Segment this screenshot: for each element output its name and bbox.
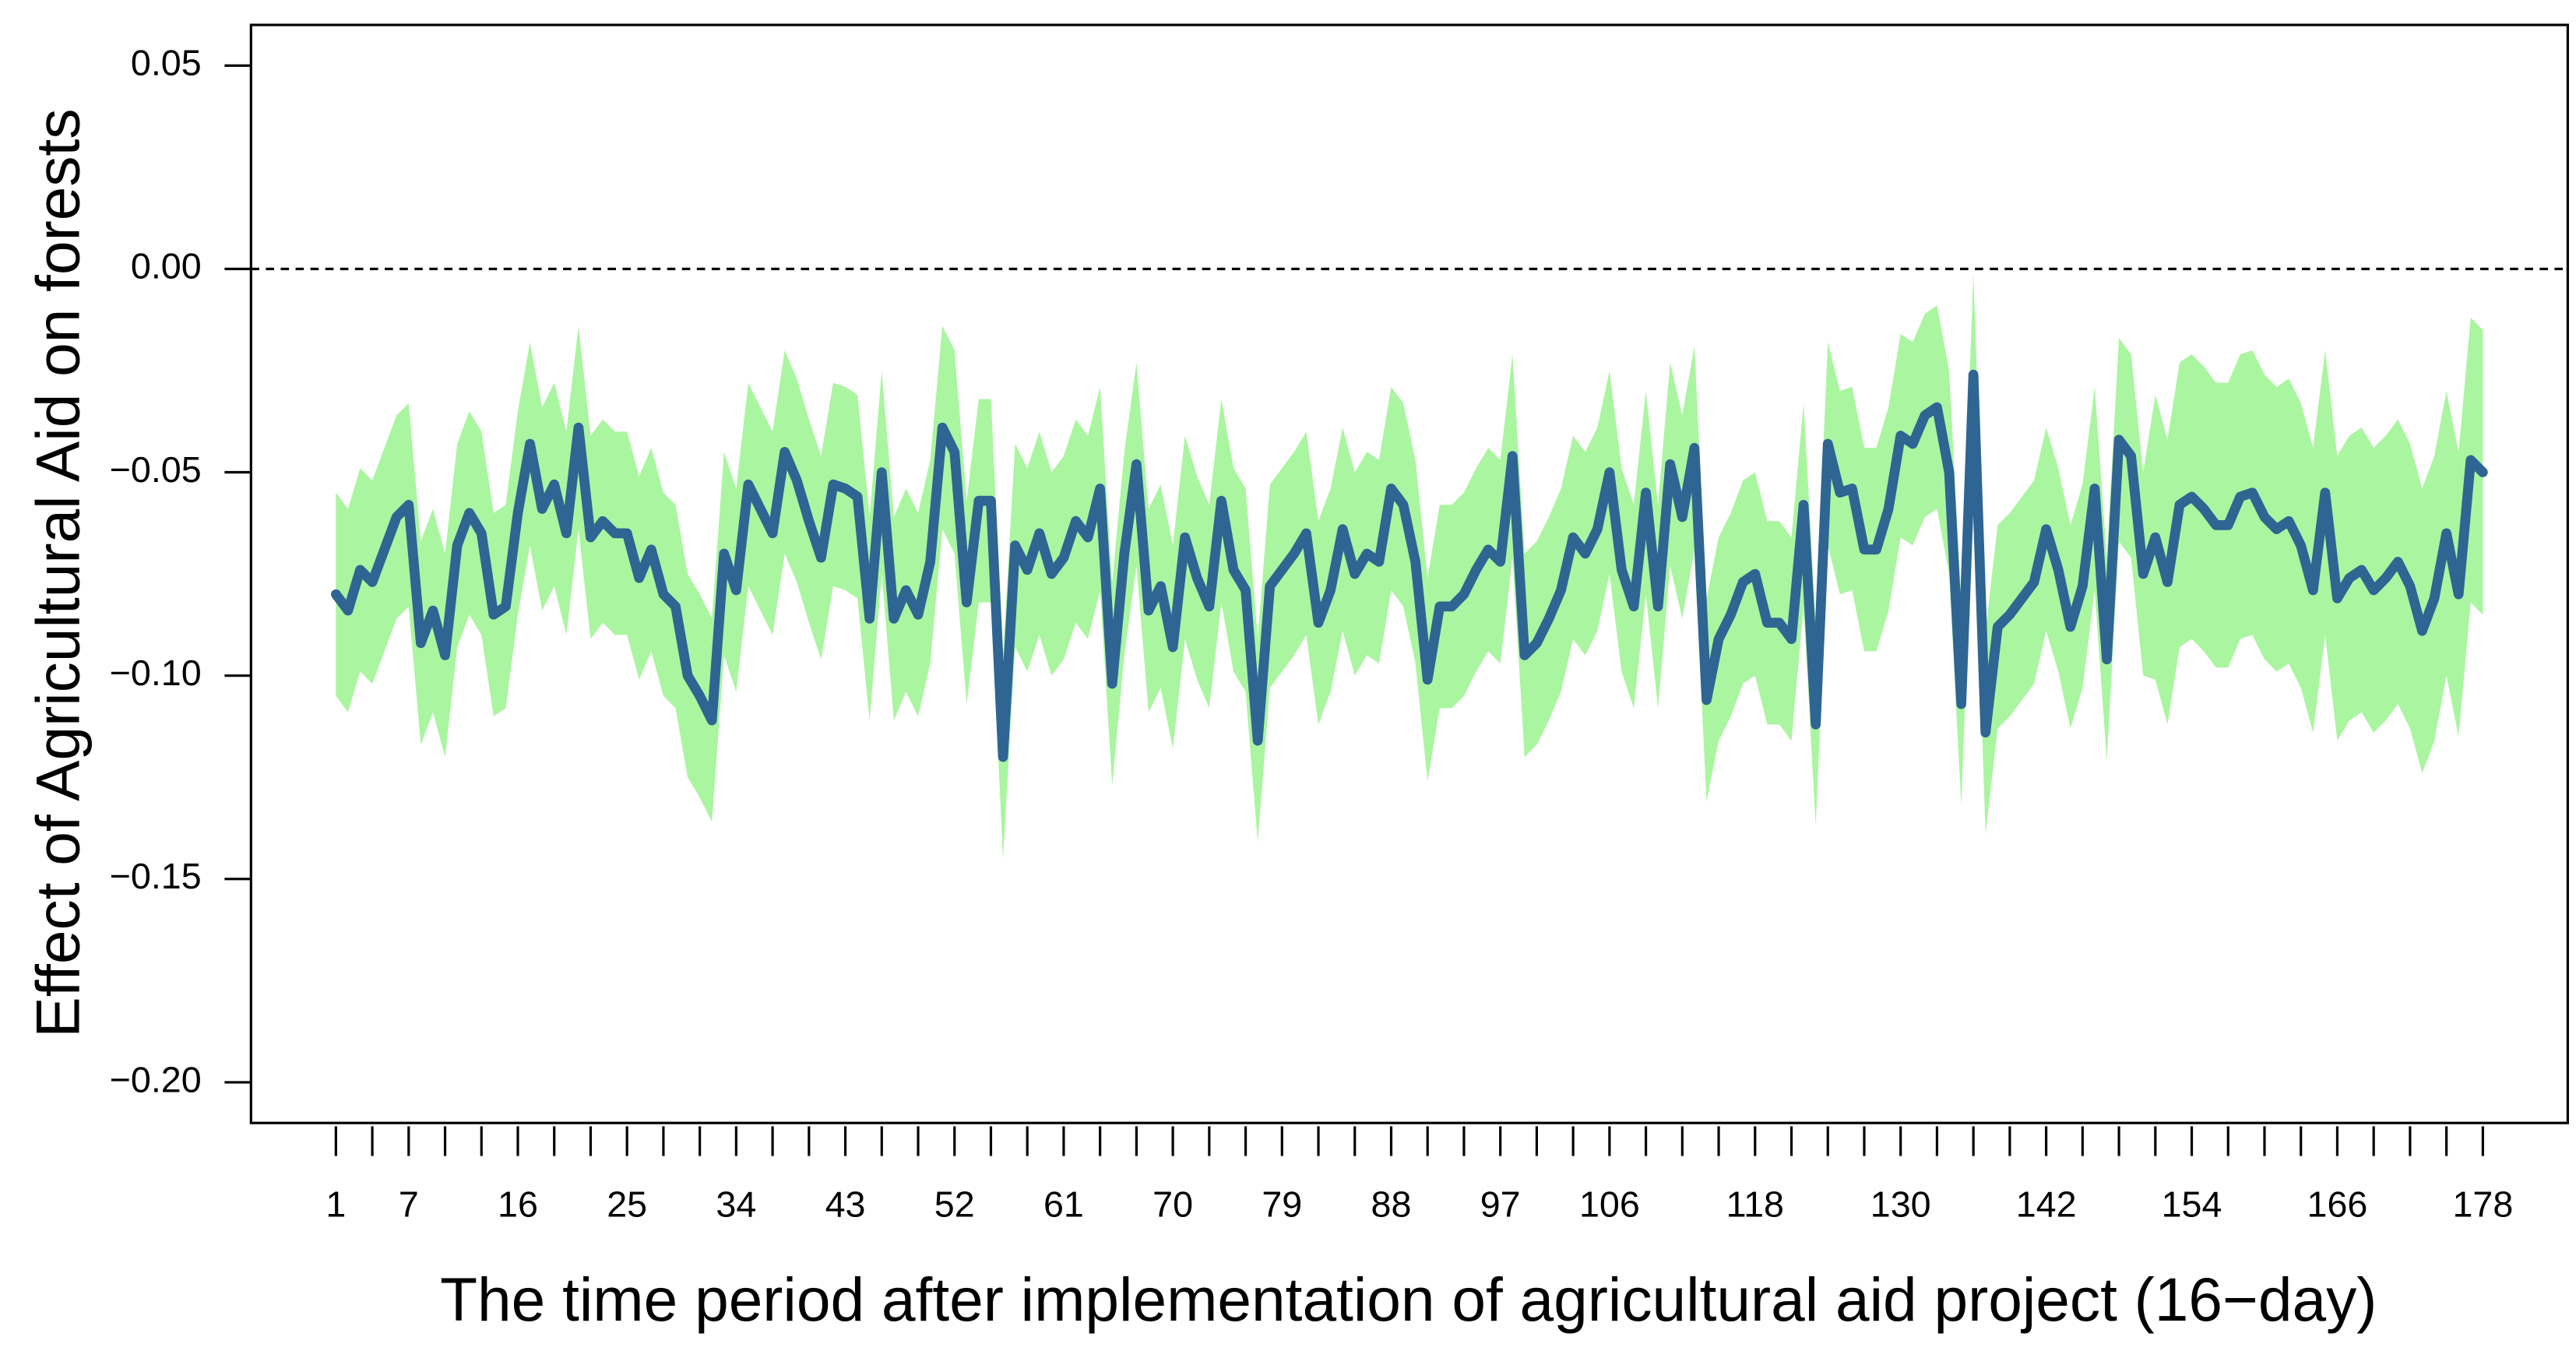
y-tick-label: −0.15 — [110, 856, 202, 896]
x-tick-label: 97 — [1480, 1184, 1521, 1225]
x-tick-label: 34 — [716, 1184, 756, 1225]
y-tick-label: −0.20 — [110, 1059, 202, 1099]
x-tick-label: 7 — [399, 1184, 419, 1225]
x-tick-label: 1 — [326, 1184, 346, 1225]
x-tick-label: 16 — [498, 1184, 538, 1225]
x-tick-label: 154 — [2162, 1184, 2222, 1225]
y-tick-label: −0.10 — [110, 653, 202, 693]
y-tick-label: 0.00 — [131, 246, 202, 287]
y-tick-label: −0.05 — [110, 449, 202, 490]
x-tick-label: 70 — [1153, 1184, 1193, 1225]
confidence-band — [336, 273, 2483, 859]
x-tick-label: 88 — [1371, 1184, 1412, 1225]
x-tick-label: 130 — [1870, 1184, 1931, 1225]
x-axis-title: The time period after implementation of … — [440, 1265, 2377, 1334]
x-tick-label: 79 — [1262, 1184, 1302, 1225]
x-tick-label: 106 — [1579, 1184, 1640, 1225]
x-tick-label: 25 — [607, 1184, 647, 1225]
y-axis-title: Effect of Agricultural Aid on forests — [23, 108, 92, 1037]
x-tick-label: 52 — [934, 1184, 975, 1225]
plot-frame — [249, 23, 2569, 1124]
x-tick-label: 142 — [2016, 1184, 2077, 1225]
x-tick-label: 61 — [1043, 1184, 1084, 1225]
x-tick-label: 166 — [2307, 1184, 2368, 1225]
data-line — [330, 369, 2488, 762]
x-tick-label: 118 — [1726, 1184, 1784, 1225]
x-tick-label: 43 — [825, 1184, 866, 1225]
y-tick-label: 0.05 — [131, 43, 202, 83]
x-tick-label: 178 — [2452, 1184, 2513, 1225]
